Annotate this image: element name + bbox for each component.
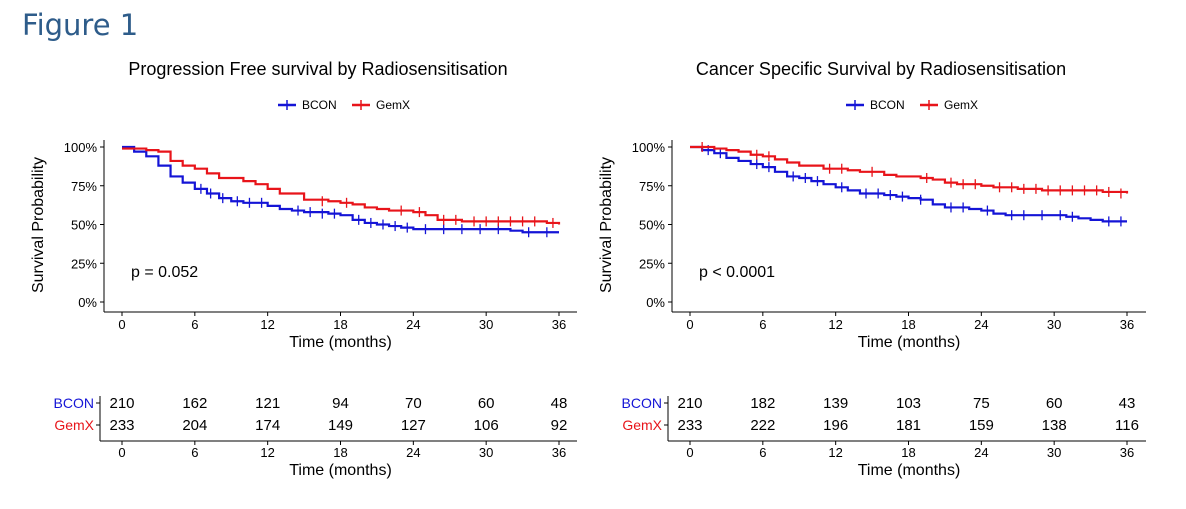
legend-label-gemx: GemX (376, 98, 410, 112)
x-tick-label: 30 (1047, 317, 1061, 332)
x-tick-label: 0 (118, 317, 125, 332)
risk-table-count: 139 (823, 395, 848, 412)
y-tick-label: 0% (78, 295, 97, 310)
risk-table-count: 196 (823, 417, 848, 434)
risk-table-count: 60 (478, 395, 495, 412)
risk-table-count: 43 (1119, 395, 1136, 412)
risk-table-count: 75 (973, 395, 990, 412)
risk-table-count: 149 (328, 417, 353, 434)
risk-table-count: 127 (401, 417, 426, 434)
y-tick-label: 75% (639, 179, 665, 194)
y-tick-label: 50% (639, 218, 665, 233)
risk-table-count: 181 (896, 417, 921, 434)
x-tick-label: 24 (406, 317, 420, 332)
y-axis-label: Survival Probability (30, 157, 47, 293)
risk-table-x-tick-label: 36 (552, 445, 566, 460)
y-tick-label: 0% (646, 295, 665, 310)
risk-table-count: 103 (896, 395, 921, 412)
risk-table-count: 92 (551, 417, 568, 434)
p-value-annotation: p < 0.0001 (699, 264, 775, 281)
chart-title: Progression Free survival by Radiosensit… (128, 59, 507, 79)
x-tick-label: 12 (828, 317, 842, 332)
risk-table-count: 204 (182, 417, 207, 434)
x-axis-label: Time (months) (289, 334, 392, 351)
y-tick-label: 25% (71, 256, 97, 271)
y-tick-label: 100% (64, 140, 98, 155)
risk-table-count: 70 (405, 395, 422, 412)
risk-table-count: 106 (474, 417, 499, 434)
y-axis-label: Survival Probability (598, 157, 615, 293)
y-tick-label: 100% (632, 140, 666, 155)
risk-table-x-tick-label: 6 (759, 445, 766, 460)
x-tick-label: 12 (260, 317, 274, 332)
x-tick-label: 18 (901, 317, 915, 332)
x-tick-label: 6 (191, 317, 198, 332)
risk-table-count: 162 (182, 395, 207, 412)
risk-table-x-axis-label: Time (months) (289, 462, 392, 479)
y-tick-label: 50% (71, 218, 97, 233)
risk-table-row-label-gemx: GemX (622, 417, 662, 433)
risk-table-x-tick-label: 30 (1047, 445, 1061, 460)
risk-table-count: 174 (255, 417, 280, 434)
x-tick-label: 30 (479, 317, 493, 332)
survival-curve-gemx (690, 145, 1129, 194)
x-tick-label: 6 (759, 317, 766, 332)
risk-table-count: 233 (677, 417, 702, 434)
risk-table-x-tick-label: 24 (974, 445, 988, 460)
panel-cancer-specific: Cancer Specific Survival by Radiosensiti… (598, 59, 1146, 479)
risk-table-row-label-bcon: BCON (54, 395, 94, 411)
survival-curve-bcon (690, 145, 1127, 223)
risk-table-x-tick-label: 12 (260, 445, 274, 460)
risk-table-count: 233 (109, 417, 134, 434)
risk-table-x-tick-label: 0 (118, 445, 125, 460)
x-tick-label: 36 (552, 317, 566, 332)
risk-table-count: 138 (1042, 417, 1067, 434)
chart-title: Cancer Specific Survival by Radiosensiti… (696, 59, 1066, 79)
risk-table-count: 210 (677, 395, 702, 412)
legend-label-bcon: BCON (302, 98, 337, 112)
risk-table-row-label-bcon: BCON (622, 395, 662, 411)
legend-label-gemx: GemX (944, 98, 978, 112)
panel-progression-free: Progression Free survival by Radiosensit… (30, 59, 577, 479)
x-axis-label: Time (months) (858, 334, 961, 351)
y-tick-label: 25% (639, 256, 665, 271)
risk-table-x-tick-label: 6 (191, 445, 198, 460)
risk-table-row-label-gemx: GemX (54, 417, 94, 433)
risk-table-x-axis-label: Time (months) (858, 462, 961, 479)
survival-curve-bcon (122, 145, 559, 234)
risk-table-x-tick-label: 30 (479, 445, 493, 460)
risk-table-count: 60 (1046, 395, 1063, 412)
risk-table-x-tick-label: 0 (686, 445, 693, 460)
risk-table-count: 210 (109, 395, 134, 412)
figure-label: Figure 1 (22, 8, 139, 42)
risk-table-count: 121 (255, 395, 280, 412)
x-tick-label: 36 (1120, 317, 1134, 332)
risk-table-count: 159 (969, 417, 994, 434)
risk-table-x-tick-label: 18 (333, 445, 347, 460)
risk-table-count: 48 (551, 395, 568, 412)
survival-curve-gemx (122, 147, 561, 225)
risk-table-x-tick-label: 12 (828, 445, 842, 460)
risk-table-x-tick-label: 24 (406, 445, 420, 460)
risk-table-count: 94 (332, 395, 349, 412)
risk-table-count: 182 (750, 395, 775, 412)
x-tick-label: 0 (686, 317, 693, 332)
risk-table-x-tick-label: 36 (1120, 445, 1134, 460)
x-tick-label: 24 (974, 317, 988, 332)
legend-label-bcon: BCON (870, 98, 905, 112)
risk-table-x-tick-label: 18 (901, 445, 915, 460)
x-tick-label: 18 (333, 317, 347, 332)
risk-table-count: 222 (750, 417, 775, 434)
risk-table-count: 116 (1115, 417, 1139, 434)
p-value-annotation: p = 0.052 (131, 264, 198, 281)
y-tick-label: 75% (71, 179, 97, 194)
